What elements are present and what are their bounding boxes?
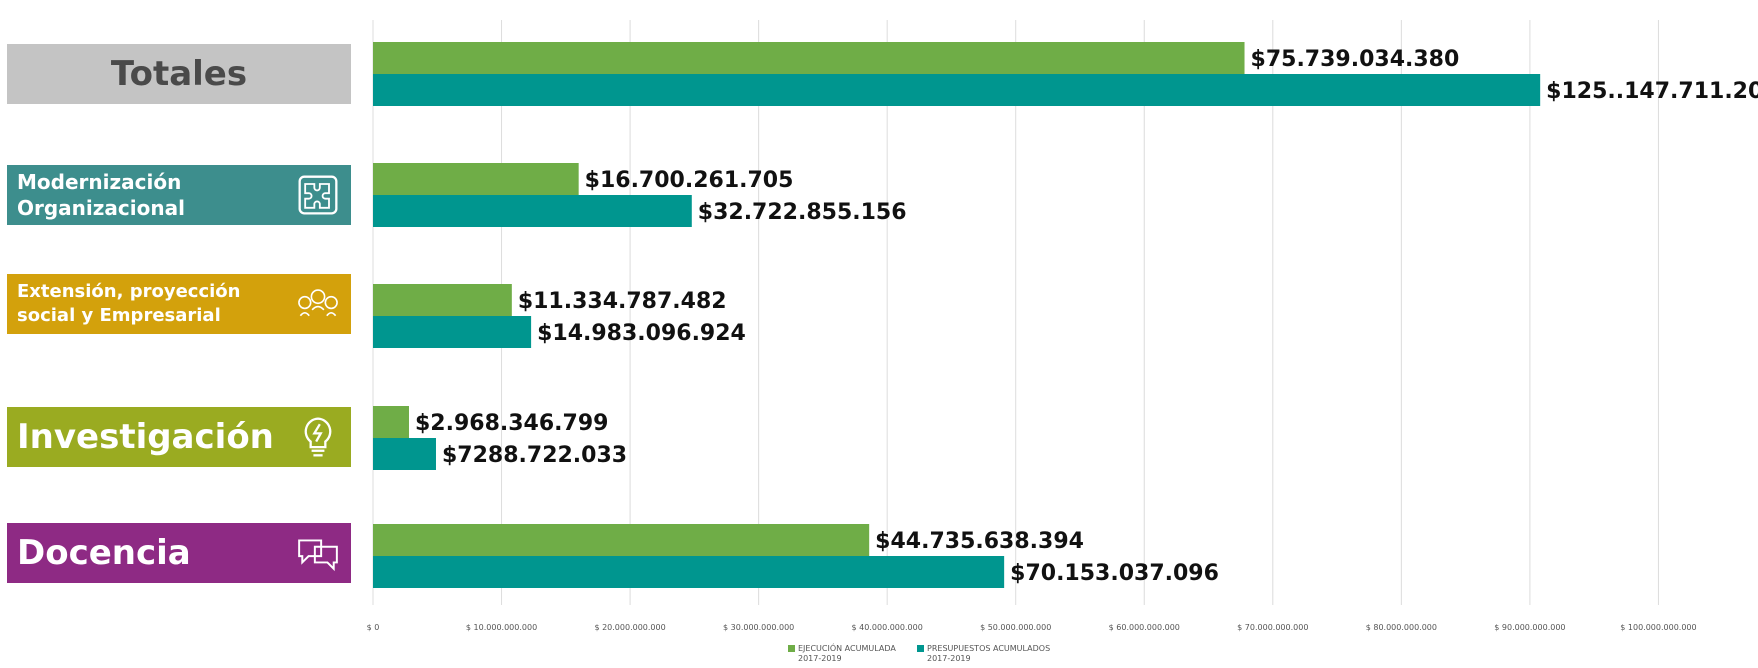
category-label-docencia: Docencia (7, 523, 351, 583)
x-axis-ticks: $ 0 $ 10.000.000.000 $ 20.000.000.000 $ 30.… (367, 623, 1697, 632)
data-label: $44.735.638.394 (875, 529, 1084, 554)
x-tick-label: $ 60.000.000.000 (1109, 623, 1180, 632)
x-tick-label: $ 0 (367, 623, 380, 632)
bar (373, 42, 1245, 74)
people-icon (295, 281, 341, 327)
category-label-investigacion: Investigación (7, 407, 351, 467)
category-text: Extensión, proyección social y Empresaria… (17, 281, 241, 326)
x-tick-label: $ 80.000.000.000 (1366, 623, 1437, 632)
category-label-modernizacion: Modernización Organizacional (7, 165, 351, 225)
lightbulb-icon (295, 414, 341, 460)
puzzle-icon (295, 172, 341, 218)
category-label-totales: Totales (7, 44, 351, 104)
x-tick-label: $ 10.000.000.000 (466, 623, 537, 632)
data-label: $11.334.787.482 (518, 289, 727, 314)
bar (373, 406, 409, 438)
bar (373, 556, 1005, 588)
bar (373, 438, 436, 470)
data-label: $125..147.711.209 (1546, 79, 1758, 104)
category-label-extension: Extensión, proyección social y Empresaria… (7, 274, 351, 334)
data-label: $75.739.034.380 (1251, 47, 1460, 72)
bar (373, 163, 579, 195)
bar (373, 195, 692, 227)
bar (373, 316, 532, 348)
data-label: $16.700.261.705 (585, 168, 794, 193)
bar (373, 284, 512, 316)
category-text: Totales (110, 54, 248, 94)
data-labels: $75.739.034.380 $16.700.261.705 $11.334.78… (415, 47, 1758, 586)
x-tick-label: $ 30.000.000.000 (723, 623, 794, 632)
bars (373, 42, 1541, 588)
x-tick-label: $ 40.000.000.000 (852, 623, 923, 632)
data-label: $32.722.855.156 (698, 200, 907, 225)
gridlines (372, 20, 1659, 605)
x-tick-label: $ 100.000.000.000 (1620, 623, 1696, 632)
x-tick-label: $ 20.000.000.000 (594, 623, 665, 632)
legend-swatch (917, 645, 924, 652)
legend-swatch (788, 645, 795, 652)
legend-item-presupuestos: PRESUPUESTOS ACUMULADOS 2017-2019 (917, 644, 1050, 664)
x-tick-label: $ 90.000.000.000 (1494, 623, 1565, 632)
bar (373, 524, 870, 556)
category-text: Docencia (17, 533, 191, 573)
category-text: Modernización Organizacional (17, 170, 185, 220)
data-label: $14.983.096.924 (537, 321, 746, 346)
data-label: $2.968.346.799 (415, 411, 608, 436)
x-tick-label: $ 70.000.000.000 (1237, 623, 1308, 632)
data-label: $7288.722.033 (442, 443, 627, 468)
legend-item-ejecucion: EJECUCIÓN ACUMULADA 2017-2019 (788, 644, 896, 664)
x-tick-label: $ 50.000.000.000 (980, 623, 1051, 632)
chat-bubbles-icon (295, 530, 341, 576)
category-text: Investigación (17, 417, 274, 457)
bar (373, 74, 1541, 106)
data-label: $70.153.037.096 (1010, 561, 1219, 586)
